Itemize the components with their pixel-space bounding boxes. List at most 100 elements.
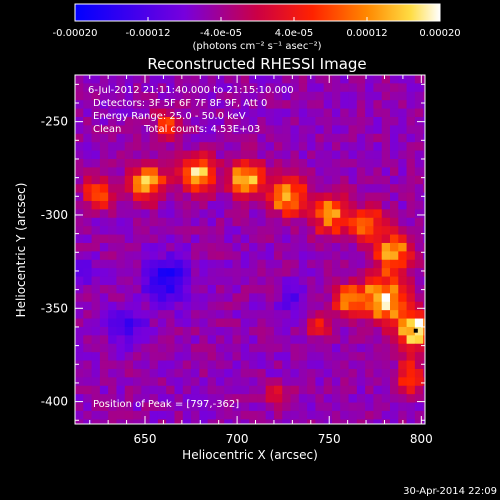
heatmap-cell (265, 200, 275, 210)
heatmap-cell (298, 301, 308, 311)
heatmap-cell (232, 352, 242, 361)
heatmap-cell (108, 167, 117, 177)
heatmap-cell (307, 276, 316, 286)
heatmap-cell (398, 310, 407, 319)
heatmap-cell (240, 394, 250, 403)
heatmap-cell (207, 100, 217, 109)
heatmap-cell (240, 293, 250, 303)
heatmap-cell (182, 184, 192, 193)
heatmap-cell (182, 192, 192, 202)
heatmap-cell (108, 75, 117, 84)
heatmap-cell (174, 268, 184, 277)
heatmap-cell (191, 100, 200, 109)
heatmap-cell (290, 142, 300, 151)
heatmap-cell (133, 209, 142, 219)
heatmap-cell (124, 352, 134, 361)
heatmap-cell (108, 91, 117, 101)
heatmap-cell (282, 419, 291, 424)
heatmap-cell (423, 368, 425, 378)
heatmap-cell (91, 318, 101, 328)
heatmap-cell (315, 251, 325, 261)
heatmap-cell (133, 360, 142, 370)
heatmap-cell (307, 75, 316, 84)
heatmap-cell (257, 310, 267, 319)
heatmap-cell (373, 301, 383, 311)
heatmap-cell (182, 394, 192, 403)
heatmap-cell (108, 125, 117, 135)
heatmap-cell (116, 310, 126, 319)
heatmap-cell (207, 343, 217, 353)
heatmap-cell (340, 360, 349, 370)
heatmap-cell (83, 209, 92, 219)
heatmap-cell (124, 310, 134, 319)
heatmap-cell (298, 419, 308, 424)
heatmap-cell (166, 209, 175, 219)
heatmap-cell (307, 108, 316, 118)
heatmap-cell (182, 326, 192, 336)
heatmap-cell (257, 167, 267, 177)
heatmap-cell (224, 83, 233, 93)
heatmap-cell (166, 343, 175, 353)
heatmap-cell (298, 259, 308, 269)
heatmap-cell (224, 310, 233, 319)
heatmap-cell (199, 352, 209, 361)
heatmap-cell (232, 142, 242, 151)
heatmap-cell (273, 108, 283, 118)
heatmap-cell (307, 116, 316, 126)
heatmap-cell (340, 402, 349, 412)
heatmap-cell (182, 377, 192, 387)
heatmap-cell (157, 284, 167, 294)
heatmap-cell (133, 234, 142, 244)
annotation-energy: Energy Range: 25.0 - 50.0 keV (93, 111, 246, 122)
heatmap-cell (348, 259, 358, 269)
heatmap-cell (406, 352, 416, 361)
heatmap-cell (149, 352, 159, 361)
heatmap-cell (116, 360, 126, 370)
heatmap-cell (149, 301, 159, 311)
heatmap-cell (290, 394, 300, 403)
heatmap-cell (257, 100, 267, 109)
heatmap-cell (315, 410, 325, 420)
heatmap-cell (215, 75, 225, 84)
heatmap-cell (108, 217, 117, 227)
heatmap-cell (373, 360, 383, 370)
heatmap-cell (273, 293, 283, 303)
heatmap-cell (282, 335, 291, 345)
heatmap-cell (423, 402, 425, 412)
annotation-detectors: Detectors: 3F 5F 6F 7F 8F 9F, Att 0 (93, 98, 267, 109)
heatmap-cell (249, 360, 258, 370)
heatmap-cell (414, 251, 424, 261)
heatmap-cell (124, 200, 134, 210)
heatmap-cell (108, 226, 117, 235)
heatmap-cell (215, 410, 225, 420)
heatmap-cell (290, 377, 300, 387)
heatmap-cell (166, 167, 175, 177)
heatmap-cell (99, 352, 109, 361)
heatmap-cell (373, 184, 383, 193)
heatmap-cell (257, 192, 267, 202)
heatmap-cell (323, 150, 333, 160)
heatmap-cell (257, 326, 267, 336)
heatmap-cell (166, 226, 175, 235)
heatmap-cell (124, 226, 134, 235)
heatmap-cell (149, 242, 159, 252)
heatmap-cell (108, 268, 117, 277)
heatmap-cell (273, 419, 283, 424)
heatmap-cell (133, 276, 142, 286)
heatmap-cell (348, 251, 358, 261)
heatmap-cell (207, 108, 217, 118)
heatmap-cell (307, 402, 316, 412)
heatmap-cell (199, 293, 209, 303)
heatmap-cell (290, 209, 300, 219)
heatmap-cell (124, 284, 134, 294)
heatmap-cell (290, 192, 300, 202)
heatmap-cell (298, 276, 308, 286)
heatmap-cell (348, 217, 358, 227)
colorbar-ticks: -0.00020 -0.00012 -4.0e-05 4.0e-05 0.00012 0.… (53, 17, 461, 39)
heatmap-cell (166, 385, 175, 395)
heatmap-cell (240, 83, 250, 93)
heatmap-cell (340, 394, 349, 403)
heatmap-cell (348, 326, 358, 336)
heatmap-cell (124, 209, 134, 219)
heatmap-cell (414, 142, 424, 151)
